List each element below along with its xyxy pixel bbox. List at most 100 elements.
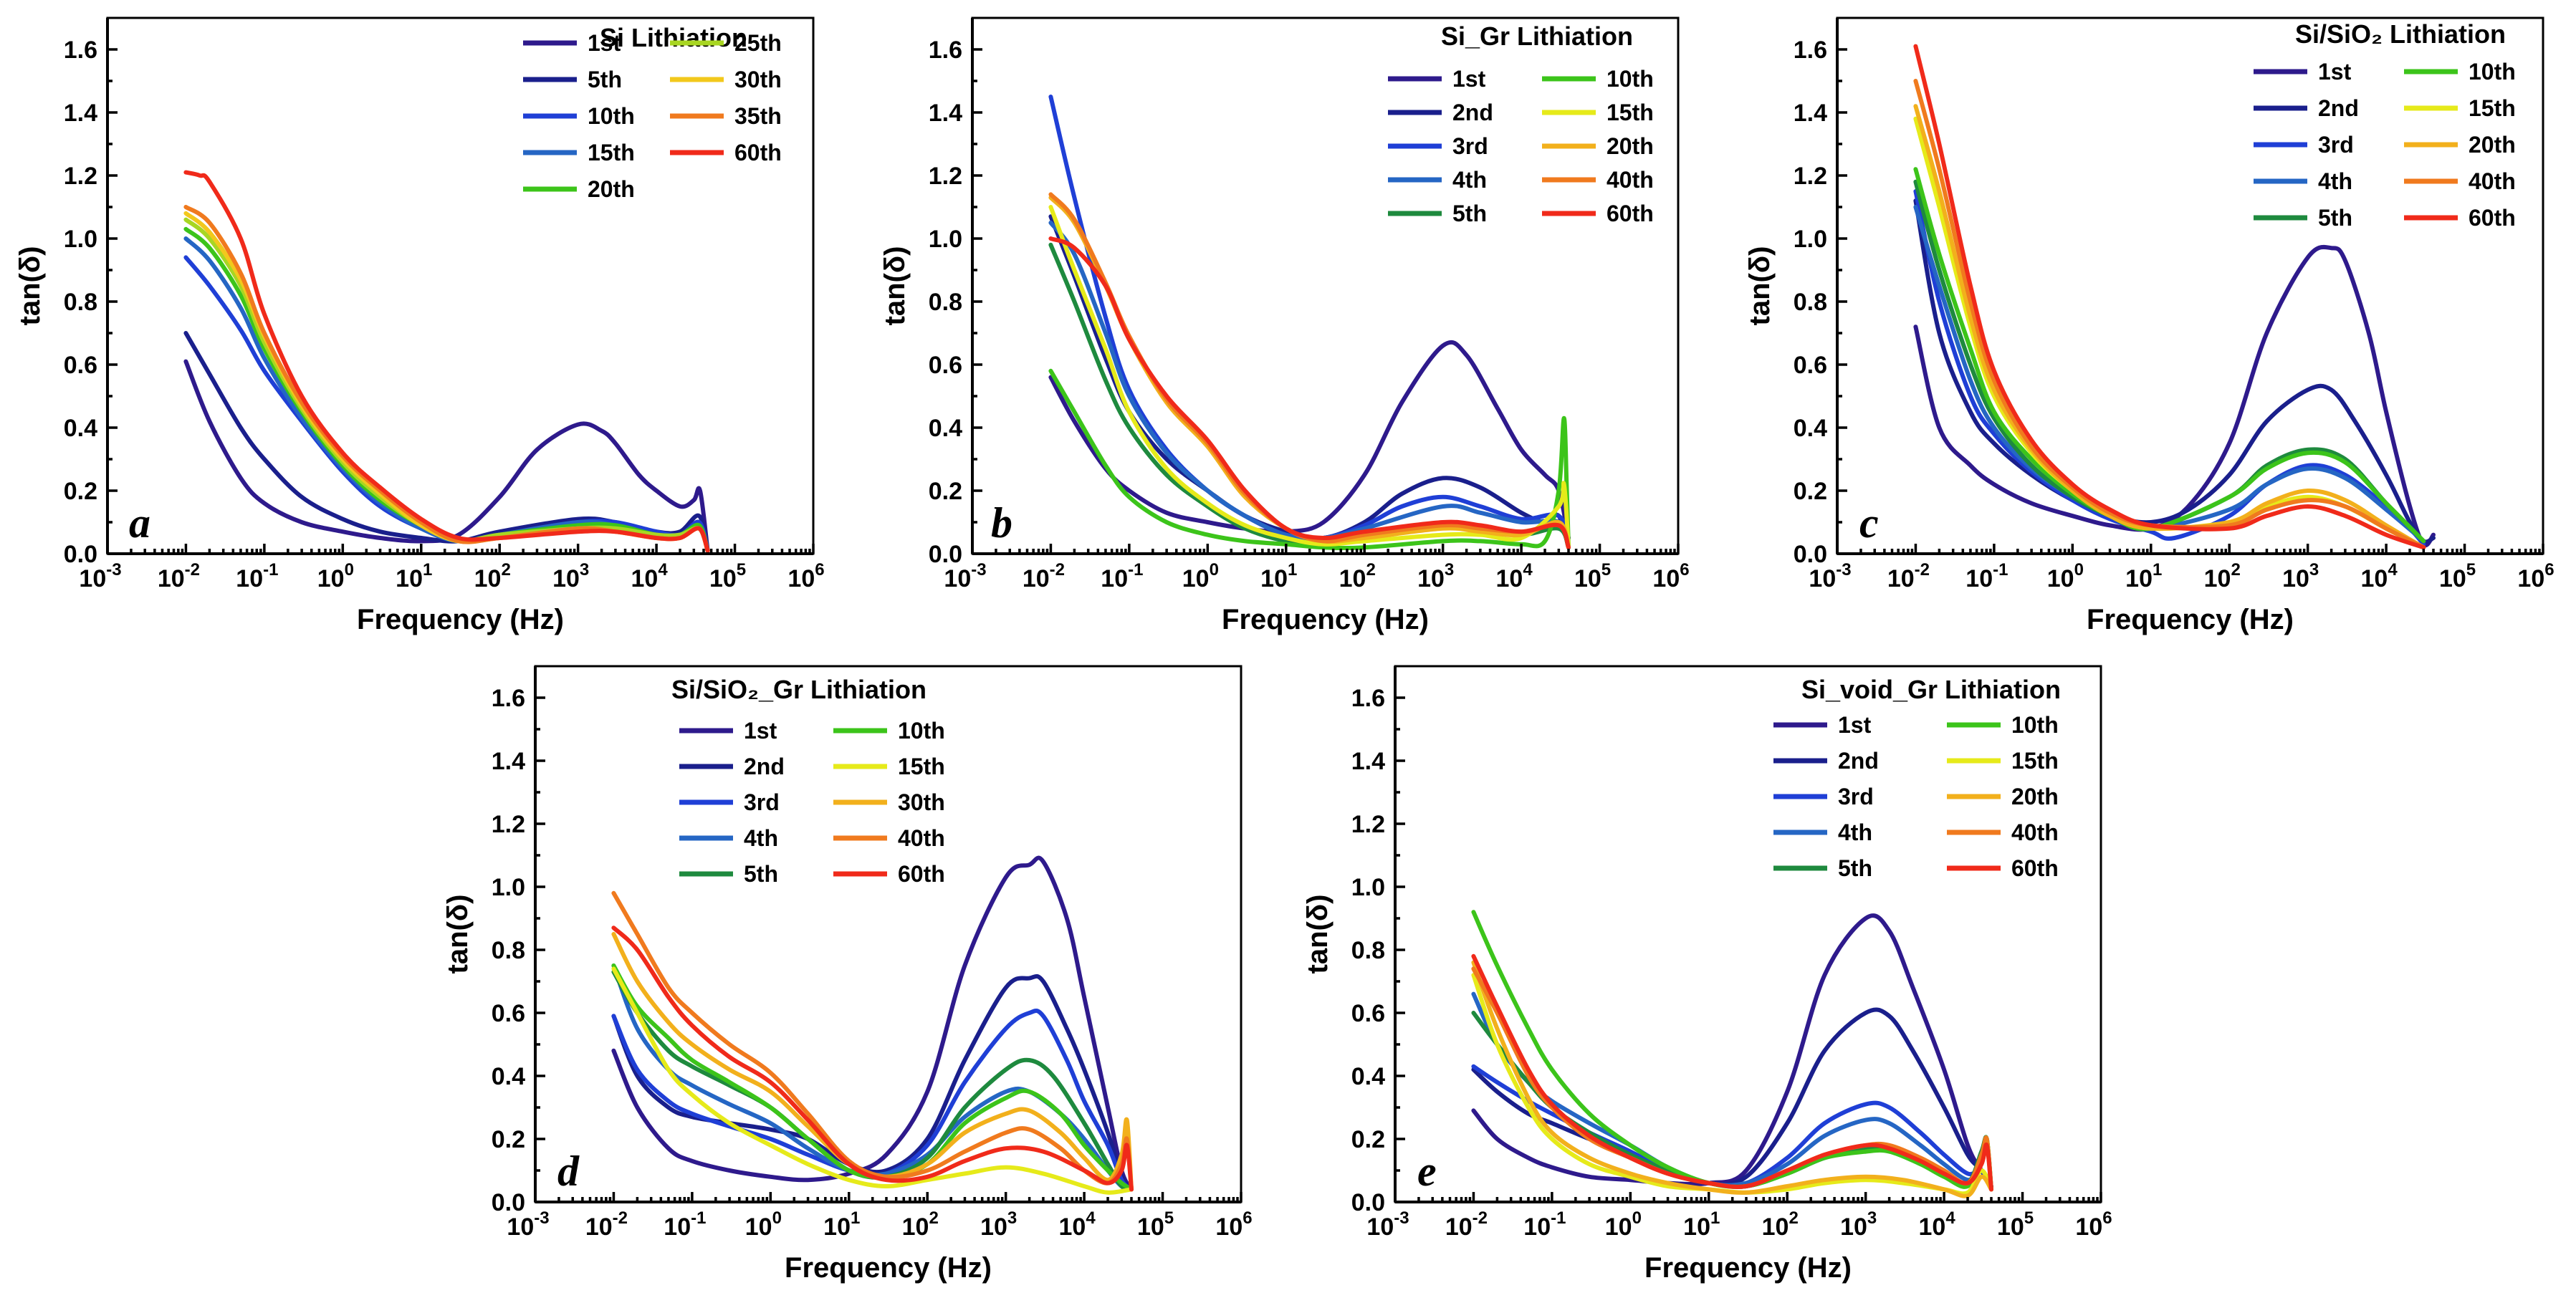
- legend-item-3rd: 3rd: [1388, 133, 1488, 159]
- x-tick-base: 10: [396, 565, 423, 592]
- x-tick-exponent: 2: [1366, 560, 1375, 580]
- series-line-60th: [1913, 44, 2426, 550]
- x-tick-label: 106: [2075, 1208, 2112, 1241]
- legend-label: 15th: [2469, 95, 2516, 121]
- x-tick-base: 10: [1887, 565, 1915, 592]
- legend-item-3rd: 3rd: [2254, 132, 2354, 158]
- x-tick-base: 10: [158, 565, 185, 592]
- legend-item-10th: 10th: [833, 718, 945, 744]
- legend-label: 4th: [2318, 168, 2352, 194]
- legend-item-10th: 10th: [523, 103, 635, 129]
- legend-item-25th: 25th: [670, 30, 782, 56]
- x-tick-base: 10: [79, 565, 106, 592]
- x-tick-exponent: 4: [2388, 560, 2398, 580]
- y-tick-label: 1.0: [492, 874, 525, 901]
- legend-label: 30th: [734, 67, 782, 92]
- legend-label: 60th: [734, 140, 782, 165]
- x-tick-exponent: 3: [1867, 1208, 1877, 1228]
- legend-label: 15th: [1607, 100, 1654, 125]
- y-tick-label: 1.2: [64, 163, 97, 190]
- legend-item-40th: 40th: [2404, 168, 2516, 194]
- x-tick-exponent: 0: [2074, 560, 2084, 580]
- x-tick-label: 105: [1997, 1208, 2034, 1241]
- panel-letter: d: [557, 1148, 580, 1195]
- legend: Si_void_Gr Lithiation 1st 2nd 3rd 4th 5th 10th…: [1773, 675, 2061, 881]
- series-line-1st: [183, 359, 710, 553]
- x-tick-label: 100: [745, 1208, 782, 1241]
- x-tick-label: 10-1: [1101, 560, 1143, 592]
- series-line-60th: [611, 925, 1134, 1192]
- y-tick-label: 0.2: [64, 478, 97, 505]
- panel-letter: c: [1859, 499, 1879, 547]
- legend-label: 2nd: [2318, 95, 2359, 121]
- series-line-15th: [611, 966, 1134, 1195]
- series-line-10th: [1471, 910, 1993, 1192]
- legend-item-1st: 1st: [1388, 66, 1486, 92]
- x-tick-exponent: -3: [971, 560, 986, 580]
- x-tick-base: 10: [2282, 565, 2309, 592]
- x-tick-base: 10: [902, 1213, 929, 1241]
- legend-label: 40th: [2469, 168, 2516, 194]
- legend-item-1st: 1st: [2254, 59, 2352, 85]
- y-tick-label: 0.4: [492, 1063, 525, 1090]
- series-line-1st: [1048, 340, 1571, 540]
- legend-label: 15th: [588, 140, 635, 165]
- series-line-1st: [1913, 244, 2436, 548]
- plot-frame: [106, 16, 815, 555]
- x-tick-label: 105: [709, 560, 746, 592]
- x-tick-label: 10-3: [507, 1208, 549, 1241]
- x-tick-base: 10: [1683, 1213, 1710, 1241]
- x-tick-exponent: 3: [580, 560, 589, 580]
- x-tick-label: 10-3: [79, 560, 121, 592]
- plot-frame: [1394, 665, 2102, 1203]
- y-tick-label: 0.6: [929, 352, 962, 379]
- series-line-4th: [611, 963, 1134, 1192]
- legend-label: 20th: [2469, 132, 2516, 158]
- x-tick-label: 10-2: [158, 560, 200, 592]
- legend-item-15th: 15th: [1947, 748, 2059, 774]
- legend-item-3rd: 3rd: [1773, 784, 1874, 809]
- x-tick-label: 101: [396, 560, 432, 592]
- legend-label: 1st: [588, 30, 621, 56]
- panel-letter: e: [1417, 1148, 1437, 1195]
- series-line-60th: [1048, 236, 1571, 550]
- legend: Si_Gr Lithiation 1st 2nd 3rd 4th 5th 10th 15th 2…: [1388, 21, 1654, 226]
- x-tick-exponent: 0: [345, 560, 354, 580]
- x-tick-label: 100: [2047, 560, 2084, 592]
- x-tick-label: 101: [2125, 560, 2162, 592]
- legend-label: 2nd: [744, 754, 785, 779]
- series-line-3rd: [611, 1009, 1134, 1192]
- y-tick-label: 1.2: [929, 163, 962, 190]
- x-tick-label: 102: [2204, 560, 2241, 592]
- legend-item-4th: 4th: [679, 825, 778, 851]
- legend-item-1st: 1st: [679, 718, 777, 744]
- legend-label: 40th: [2011, 819, 2059, 845]
- legend-label: 5th: [1452, 201, 1487, 226]
- x-tick-label: 100: [317, 560, 354, 592]
- y-axis-label: tan(δ): [442, 895, 474, 974]
- legend-label: 5th: [744, 861, 778, 887]
- x-tick-base: 10: [1652, 565, 1680, 592]
- legend-item-40th: 40th: [1947, 819, 2059, 845]
- x-tick-label: 104: [1059, 1208, 1096, 1241]
- legend-label: 60th: [2011, 855, 2059, 881]
- legend-item-35th: 35th: [670, 103, 782, 129]
- x-tick-exponent: 1: [2153, 560, 2162, 580]
- series-line-30th: [183, 211, 710, 553]
- x-tick-base: 10: [1137, 1213, 1164, 1241]
- x-tick-exponent: -1: [691, 1208, 706, 1228]
- x-tick-exponent: 2: [1789, 1208, 1798, 1228]
- legend-label: 5th: [1838, 855, 1872, 881]
- x-tick-base: 10: [944, 565, 971, 592]
- x-tick-label: 103: [980, 1208, 1017, 1241]
- y-tick-label: 0.8: [1351, 937, 1385, 964]
- legend-label: 4th: [744, 825, 778, 851]
- x-tick-exponent: -1: [263, 560, 278, 580]
- series-line-20th: [1913, 104, 2426, 550]
- x-tick-base: 10: [1023, 565, 1050, 592]
- legend-label: 60th: [898, 861, 945, 887]
- x-tick-label: 10-2: [1023, 560, 1065, 592]
- x-tick-base: 10: [1840, 1213, 1867, 1241]
- x-tick-base: 10: [1809, 565, 1836, 592]
- y-tick-label: 1.0: [929, 226, 962, 253]
